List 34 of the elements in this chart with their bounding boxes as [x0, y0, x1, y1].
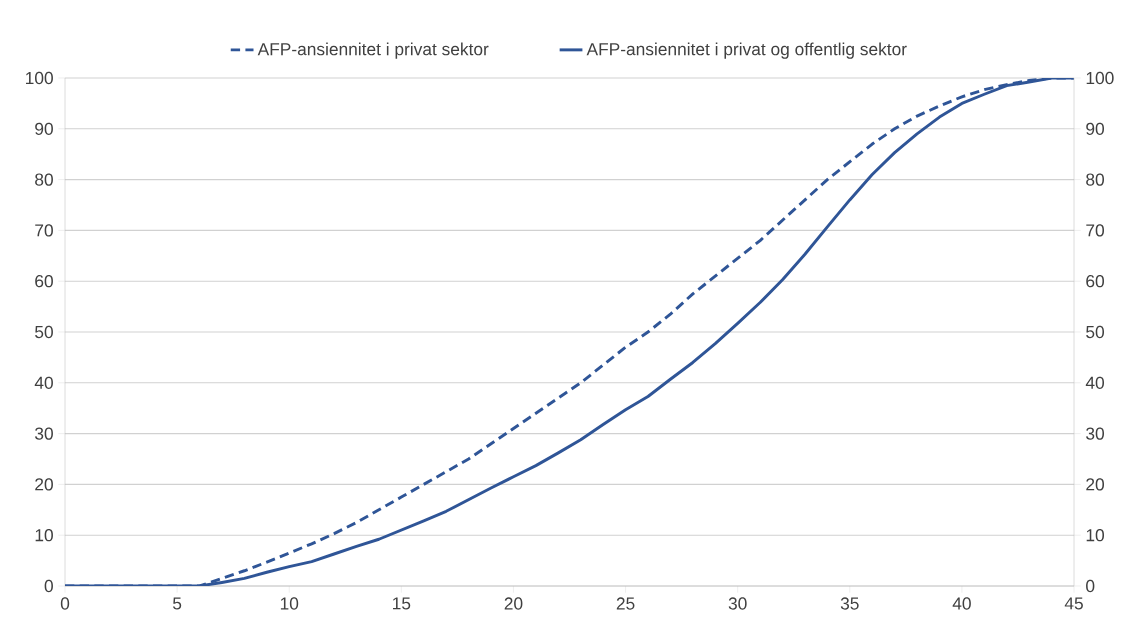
x-tick-label: 40: [952, 597, 971, 610]
y2-tick-label: 80: [35, 173, 53, 186]
y2-tick-label: 90: [35, 122, 53, 135]
y2-tick-label: 20: [35, 478, 53, 491]
x-tick-label: 45: [1064, 597, 1083, 610]
y2-tick-label: 0: [44, 579, 53, 593]
y-tick-label: 20: [1086, 478, 1105, 491]
x-tick-label: 10: [280, 597, 299, 610]
y-tick-label: 50: [1086, 325, 1105, 339]
x-tick-label: 20: [504, 597, 523, 610]
y-tick-label: 90: [1086, 122, 1105, 135]
y-tick-label: 10: [1086, 529, 1105, 542]
y2-tick-label: 100: [26, 71, 53, 85]
y2-tick-label: 30: [35, 427, 53, 440]
x-tick-label: 5: [172, 597, 182, 610]
y-tick-label: 80: [1086, 173, 1105, 186]
y2-tick-label: 70: [35, 224, 53, 237]
legend-label: AFP-ansiennitet i privat sektor: [257, 42, 489, 59]
x-tick-label: 35: [840, 597, 859, 610]
x-tick-label: 15: [393, 597, 411, 610]
legend-label: AFP-ansiennitet i privat og offentlig sektor: [586, 42, 907, 59]
y-tick-label: 30: [1086, 427, 1105, 440]
y-tick-label: 0: [1086, 579, 1095, 593]
y-tick-label: 70: [1086, 224, 1105, 237]
x-tick-label: 25: [616, 597, 635, 610]
y-tick-label: 40: [1085, 376, 1105, 389]
x-tick-label: 0: [60, 597, 70, 610]
y2-tick-label: 10: [35, 529, 53, 542]
y2-tick-label: 40: [34, 376, 53, 389]
y2-tick-label: 50: [35, 325, 53, 339]
y2-tick-label: 60: [35, 275, 53, 288]
x-tick-label: 30: [728, 597, 747, 610]
y-tick-label: 60: [1086, 275, 1105, 288]
y-tick-label: 100: [1086, 71, 1114, 85]
